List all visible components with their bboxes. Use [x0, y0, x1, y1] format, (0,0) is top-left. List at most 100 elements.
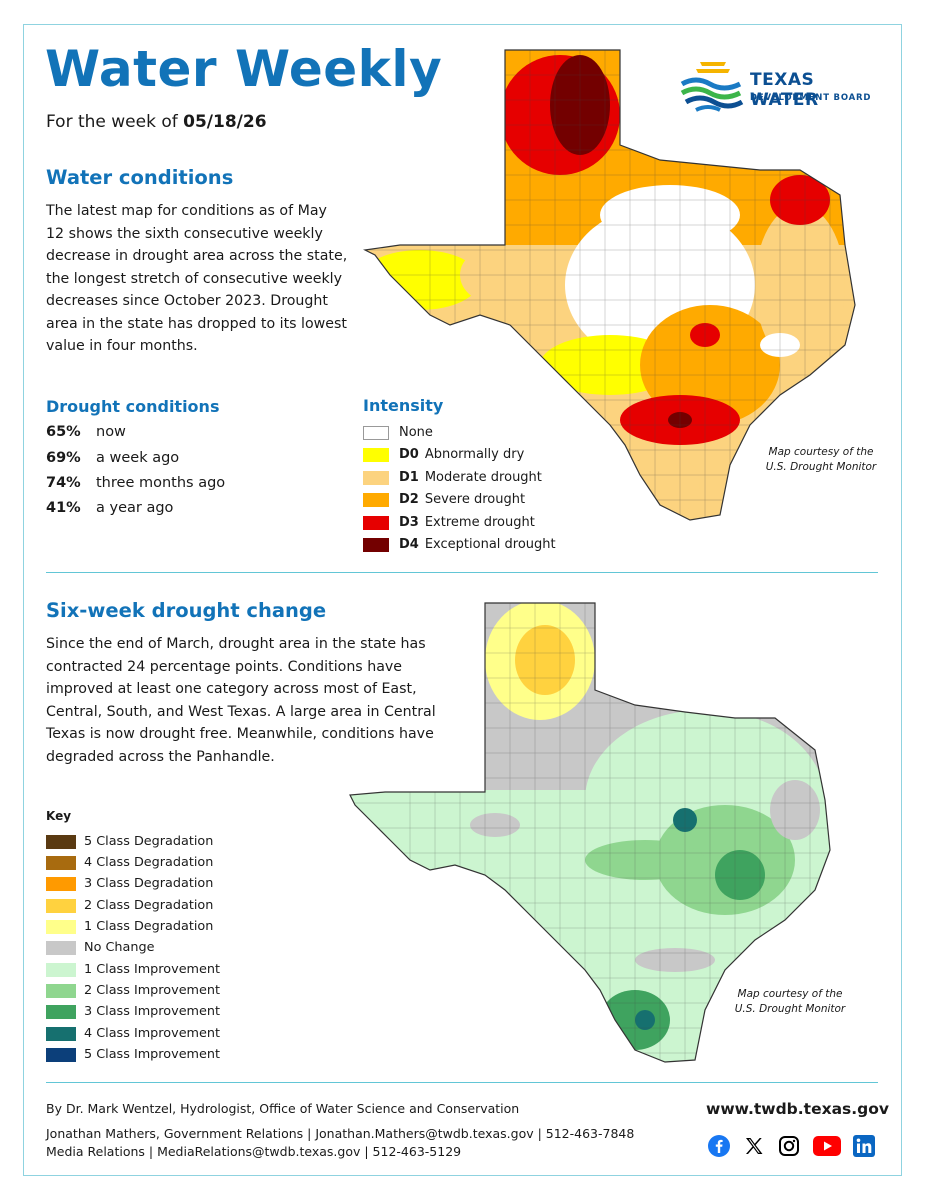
logo-subtitle: DEVELOPMENT BOARD: [750, 93, 872, 103]
page-frame: [23, 24, 902, 1176]
logo-title: TEXAS WATER: [750, 70, 819, 110]
para-line: 12 shows the sixth consecutive weekly: [46, 225, 323, 242]
legend-code: D3: [399, 515, 419, 530]
stat-row: 74% three months ago: [46, 475, 225, 491]
swatch: [46, 855, 76, 870]
stat-label: three months ago: [96, 475, 226, 491]
week-line: For the week of 05/18/26: [46, 112, 267, 132]
stat-label: a week ago: [96, 450, 180, 466]
para-line: degraded across the Panhandle.: [46, 748, 275, 765]
key-label: 1 Class Degradation: [84, 919, 214, 934]
legend-label: Severe drought: [424, 492, 526, 507]
key-label: 5 Class Improvement: [84, 1047, 221, 1062]
youtube-icon[interactable]: [813, 1134, 841, 1158]
legend-code: D1: [399, 470, 419, 485]
legend-item-d0: D0 Abnormally dry: [363, 447, 524, 462]
key-label: 3 Class Degradation: [84, 876, 214, 891]
key-item: 4 Class Degradation: [46, 855, 213, 870]
para-line: improved at least one category across mo…: [46, 681, 417, 697]
key-label: 2 Class Degradation: [84, 898, 214, 913]
legend-label: Extreme drought: [424, 515, 535, 530]
para-line: value in four months.: [46, 338, 198, 354]
legend-label: Moderate drought: [424, 470, 542, 485]
key-item: 2 Class Improvement: [46, 983, 220, 998]
swatch: [46, 1004, 76, 1019]
legend-item-d4: D4 Exceptional drought: [363, 537, 556, 552]
key-item: 4 Class Improvement: [46, 1026, 220, 1041]
stat-row: 69% a week ago: [46, 450, 179, 466]
drought-conditions-heading: Drought conditions: [46, 397, 220, 416]
legend-item-d1: D1 Moderate drought: [363, 470, 542, 485]
para-line: contracted 24 percentage points. Conditi…: [46, 658, 403, 675]
footer-divider: [46, 1082, 878, 1083]
logo-emblem-icon: [680, 62, 744, 112]
swatch: [363, 492, 389, 507]
key-item: 1 Class Degradation: [46, 919, 213, 934]
instagram-icon[interactable]: [777, 1134, 801, 1158]
para-line: decreases since October 2023. Drought: [46, 293, 328, 309]
swatch: [363, 425, 389, 440]
facebook-icon[interactable]: [707, 1134, 731, 1158]
legend-item-d2: D2 Severe drought: [363, 492, 525, 507]
twdb-logo: TEXAS WATER DEVELOPMENT BOARD: [678, 50, 878, 120]
swatch: [46, 876, 76, 891]
swatch: [363, 515, 389, 530]
legend-label: Abnormally dry: [424, 447, 525, 462]
stat-label: now: [96, 424, 126, 440]
page-title: Water Weekly: [45, 40, 443, 98]
courtesy-line: Map courtesy of the: [737, 988, 843, 1000]
stat-row: 41% a year ago: [46, 500, 173, 516]
legend-item-d3: D3 Extreme drought: [363, 515, 535, 530]
swatch: [46, 1026, 76, 1041]
week-date: 05/18/26: [183, 112, 267, 132]
texas-change-map: [349, 602, 831, 1063]
website-link[interactable]: www.twdb.texas.gov: [706, 1100, 890, 1118]
legend-item-none: None: [363, 425, 433, 440]
swatch: [363, 537, 389, 552]
courtesy-line: U.S. Drought Monitor: [765, 461, 877, 473]
linkedin-icon[interactable]: [852, 1134, 876, 1158]
legend-code: D4: [399, 537, 419, 552]
texas-drought-map: [363, 49, 856, 521]
key-item: 5 Class Improvement: [46, 1047, 220, 1062]
x-icon[interactable]: [742, 1134, 766, 1158]
key-item: 3 Class Degradation: [46, 876, 213, 891]
intensity-heading: Intensity: [363, 396, 444, 415]
stat-pct: 65%: [46, 424, 81, 440]
legend-label: Exceptional drought: [424, 537, 556, 552]
swatch: [46, 983, 76, 998]
para-line: The latest map for conditions as of May: [46, 203, 327, 219]
map2-courtesy: Map courtesy of the U.S. Drought Monitor: [725, 987, 855, 1017]
legend-code: D0: [399, 447, 419, 462]
swatch: [363, 447, 389, 462]
para-line: the longest stretch of consecutive weekl…: [46, 270, 342, 287]
key-label: 5 Class Degradation: [84, 834, 214, 849]
para-line: Since the end of March, drought area in …: [46, 636, 426, 652]
key-item: 1 Class Improvement: [46, 962, 220, 977]
section-divider: [46, 572, 878, 573]
key-label: 3 Class Improvement: [84, 1004, 221, 1019]
legend-label: None: [399, 425, 433, 440]
swatch: [46, 898, 76, 913]
key-label: 4 Class Degradation: [84, 855, 214, 870]
key-item: No Change: [46, 940, 154, 955]
key-item: 5 Class Degradation: [46, 834, 213, 849]
legend-code: D2: [399, 492, 419, 507]
stat-pct: 69%: [46, 450, 81, 466]
key-item: 3 Class Improvement: [46, 1004, 220, 1019]
six-week-heading: Six-week drought change: [46, 599, 327, 622]
key-label: 2 Class Improvement: [84, 983, 221, 998]
author-line: By Dr. Mark Wentzel, Hydrologist, Office…: [46, 1101, 520, 1116]
key-title: Key: [46, 809, 72, 823]
swatch: [46, 919, 76, 934]
contact-line-1: Jonathan Mathers, Government Relations |…: [46, 1126, 635, 1141]
water-conditions-text: The latest map for conditions as of May …: [46, 200, 376, 358]
key-label: 1 Class Improvement: [84, 962, 221, 977]
courtesy-line: U.S. Drought Monitor: [734, 1003, 846, 1015]
map1-courtesy: Map courtesy of the U.S. Drought Monitor: [756, 445, 886, 475]
key-label: No Change: [84, 940, 155, 955]
stat-label: a year ago: [96, 500, 174, 516]
swatch: [46, 1047, 76, 1062]
para-line: Central, South, and West Texas. A large …: [46, 703, 436, 720]
key-item: 2 Class Degradation: [46, 898, 213, 913]
